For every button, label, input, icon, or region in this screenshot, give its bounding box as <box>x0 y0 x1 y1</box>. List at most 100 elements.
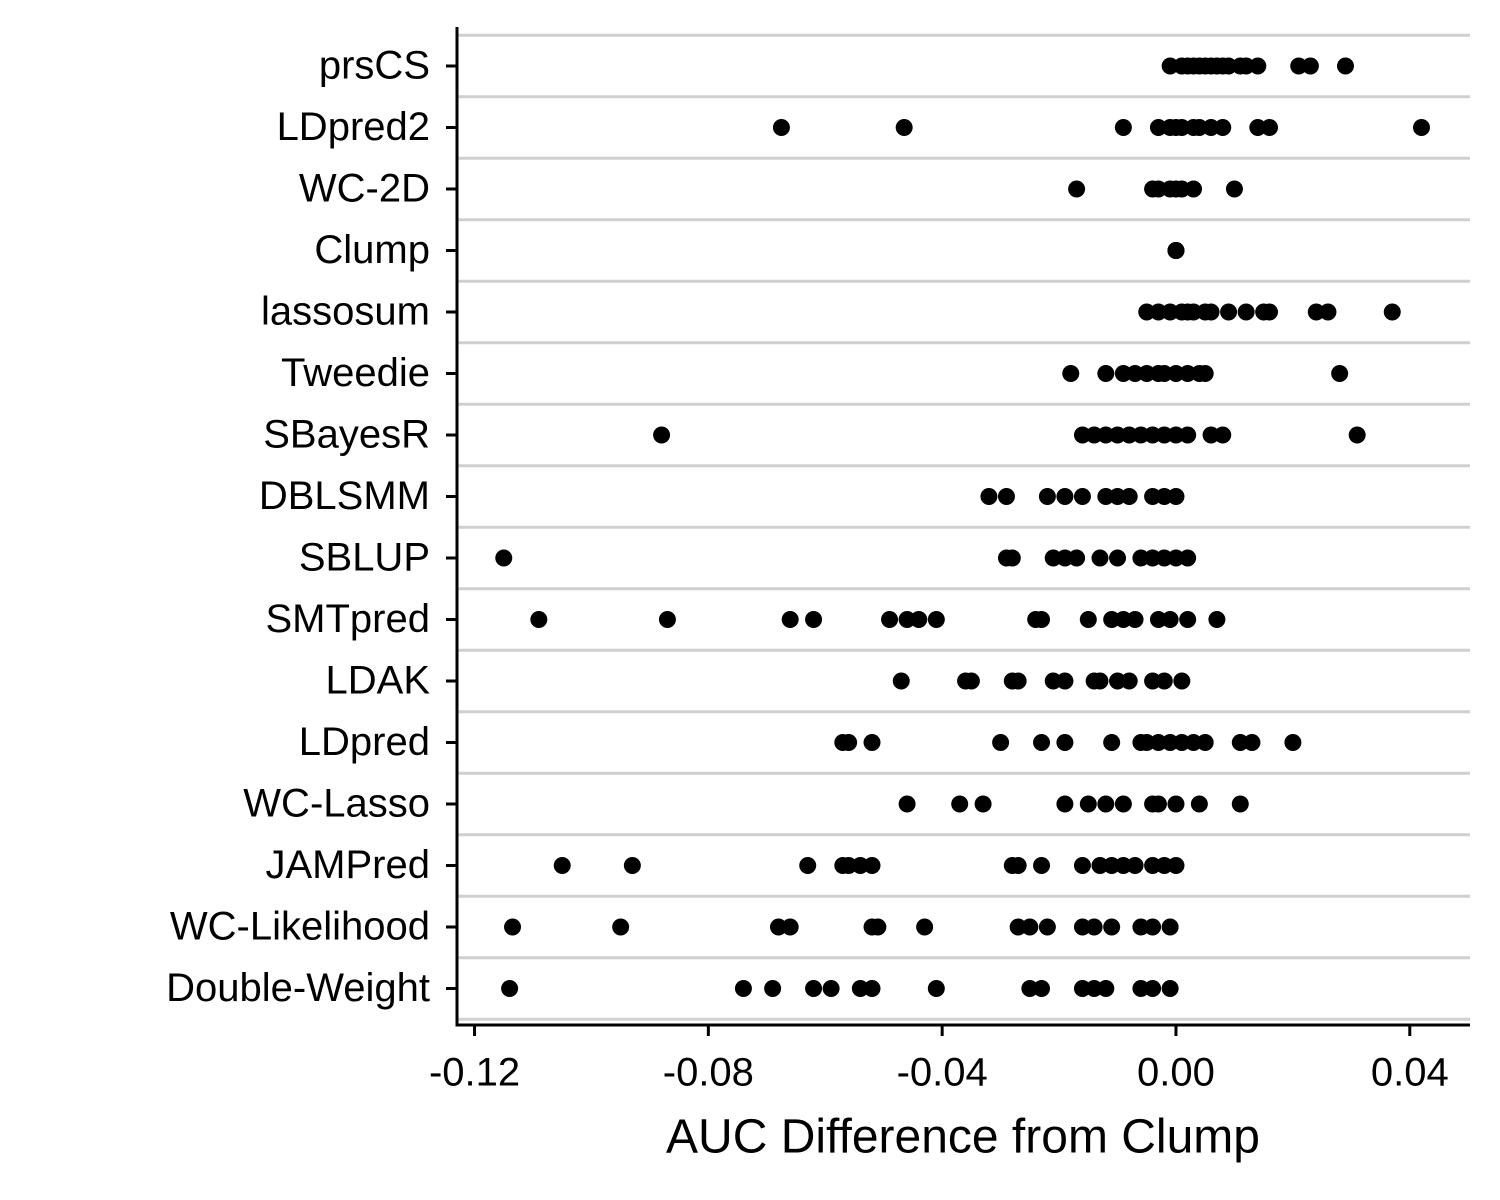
point <box>840 857 858 874</box>
point <box>1138 734 1156 751</box>
point <box>1103 611 1121 628</box>
point <box>1109 426 1127 444</box>
point <box>1220 57 1238 75</box>
point <box>1185 180 1203 198</box>
point <box>1336 57 1354 75</box>
point <box>1307 303 1325 321</box>
point <box>1056 549 1074 567</box>
point <box>1073 488 1091 505</box>
point <box>1144 980 1162 997</box>
point <box>822 980 840 997</box>
point <box>1214 119 1232 136</box>
point <box>1243 734 1261 751</box>
point <box>1331 365 1349 382</box>
point <box>1179 426 1197 444</box>
point <box>895 119 913 136</box>
point <box>1155 426 1173 444</box>
point <box>1126 611 1144 628</box>
point <box>1202 119 1220 136</box>
point <box>1231 734 1249 751</box>
point <box>1173 180 1191 198</box>
point <box>1114 795 1132 813</box>
point <box>1196 734 1214 751</box>
point <box>1196 365 1214 382</box>
point <box>1068 180 1086 198</box>
point <box>1109 672 1127 690</box>
y-tick-label: SBayesR <box>263 413 430 457</box>
x-tick-label: -0.08 <box>663 1051 754 1095</box>
point <box>1214 426 1232 444</box>
point <box>1009 918 1027 936</box>
y-tick-label: Clump <box>314 228 430 272</box>
point <box>1132 549 1150 567</box>
point <box>1097 795 1115 813</box>
point <box>1079 795 1097 813</box>
point <box>1073 426 1091 444</box>
point <box>1290 57 1308 75</box>
point <box>1114 611 1132 628</box>
point <box>1079 611 1097 628</box>
point <box>980 488 998 505</box>
point <box>1120 426 1138 444</box>
point <box>781 918 799 936</box>
point <box>734 980 752 997</box>
point <box>1161 611 1179 628</box>
point <box>1003 549 1021 567</box>
point <box>1167 242 1185 259</box>
y-tick-label: SBLUP <box>299 536 430 580</box>
point <box>1085 980 1103 997</box>
point <box>1161 980 1179 997</box>
point <box>1103 857 1121 874</box>
y-tick-label: WC-Lasso <box>243 782 430 826</box>
point <box>1144 857 1162 874</box>
point <box>863 734 881 751</box>
point <box>1249 119 1267 136</box>
point <box>1284 734 1302 751</box>
point <box>1261 119 1279 136</box>
point <box>898 795 916 813</box>
point <box>1220 303 1238 321</box>
point <box>1301 57 1319 75</box>
point <box>997 488 1015 505</box>
point <box>1097 980 1115 997</box>
point <box>1132 918 1150 936</box>
point <box>892 672 910 690</box>
point <box>1190 795 1208 813</box>
point <box>1120 672 1138 690</box>
point <box>1383 303 1401 321</box>
point <box>1033 611 1051 628</box>
point <box>951 795 969 813</box>
point <box>869 918 887 936</box>
point <box>1109 549 1127 567</box>
point <box>1009 672 1027 690</box>
point <box>1190 119 1208 136</box>
point <box>1155 549 1173 567</box>
x-tick-label: 0.04 <box>1371 1051 1449 1095</box>
y-tick-label: lassosum <box>261 290 430 334</box>
point <box>1056 488 1074 505</box>
point <box>501 980 519 997</box>
point <box>1144 426 1162 444</box>
point <box>658 611 676 628</box>
point <box>1009 857 1027 874</box>
point <box>1319 303 1337 321</box>
point <box>1155 672 1173 690</box>
point <box>1132 426 1150 444</box>
point <box>623 857 641 874</box>
point <box>1261 303 1279 321</box>
point <box>1149 734 1167 751</box>
x-axis-label: AUC Difference from Clump <box>666 1111 1260 1164</box>
point <box>1179 365 1197 382</box>
point <box>1021 980 1039 997</box>
point <box>1412 119 1430 136</box>
point <box>1179 611 1197 628</box>
point <box>1056 795 1074 813</box>
point <box>1231 795 1249 813</box>
point <box>1237 57 1255 75</box>
point <box>1237 303 1255 321</box>
y-tick-label: prsCS <box>319 44 430 88</box>
point <box>1126 365 1144 382</box>
y-tick-label: Tweedie <box>281 351 430 395</box>
point <box>1167 549 1185 567</box>
